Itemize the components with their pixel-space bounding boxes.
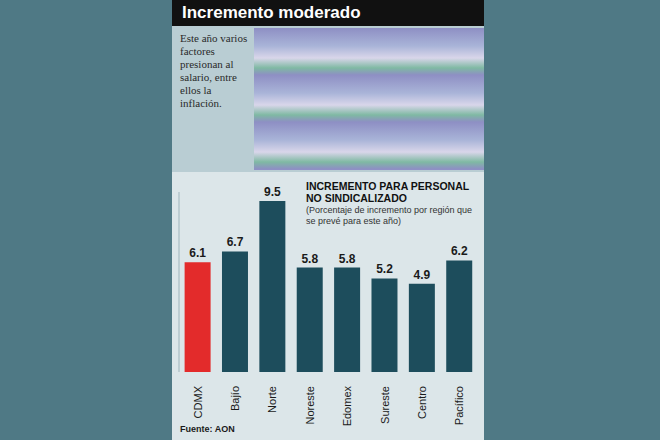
svg-text:5.2: 5.2 [376, 262, 393, 276]
html-text:Fuente: AON: Fuente: AON [180, 424, 235, 434]
svg-text:Edomex: Edomex [341, 386, 353, 427]
svg-text:Centro: Centro [416, 386, 428, 419]
svg-text:Pacífico: Pacífico [453, 386, 465, 425]
svg-text:Noreste: Noreste [304, 386, 316, 425]
svg-text:5.8: 5.8 [301, 252, 318, 266]
svg-text:6.1: 6.1 [189, 246, 206, 260]
svg-text:5.8: 5.8 [339, 252, 356, 266]
svg-text:6.2: 6.2 [451, 244, 468, 258]
svg-text:CDMX: CDMX [192, 385, 204, 418]
svg-text:Norte: Norte [266, 386, 278, 413]
html-text:Este año varios factores presi: Este año varios factores presionan al sa… [180, 32, 248, 109]
svg-text:9.5: 9.5 [264, 185, 281, 199]
svg-text:Sureste: Sureste [379, 386, 391, 424]
html-text:(Porcentaje de incremento por: (Porcentaje de incremento por región que… [306, 205, 473, 226]
html-text:INCREMENTO PARA PERSONAL NO SI: INCREMENTO PARA PERSONAL NO SINDICALIZAD… [306, 180, 469, 204]
html-text:Incremento moderado: Incremento moderado [182, 3, 361, 22]
svg-text:4.9: 4.9 [414, 268, 431, 282]
svg-text:6.7: 6.7 [227, 235, 244, 249]
svg-text:Bajío: Bajío [229, 386, 241, 411]
